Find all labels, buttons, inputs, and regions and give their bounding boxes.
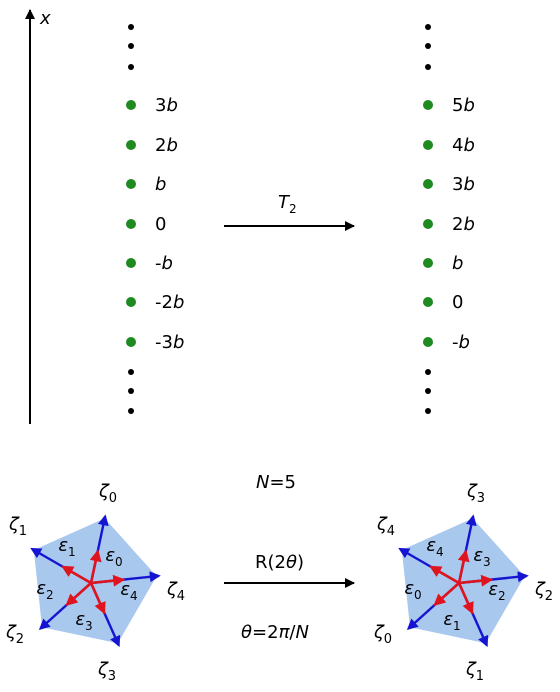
lattice-site-label: -3b [155, 332, 184, 353]
epsilon-vector-arrow [457, 549, 470, 584]
lattice-site-label: b [452, 253, 463, 274]
zeta-label: ζ3 [97, 659, 116, 684]
lattice-site-dot [126, 219, 136, 229]
lattice-site-label: -b [452, 332, 470, 353]
lattice-site-label: 4b [452, 135, 475, 156]
lattice-site-dot [423, 100, 433, 110]
lattice-site-dot [126, 100, 136, 110]
lattice-site-label: 3b [155, 95, 178, 116]
translation-arrow: T2 [224, 192, 355, 231]
right-lattice-column: 5b 4b 3b 2b b 0 -b [423, 24, 475, 414]
epsilon-vector-arrow [457, 582, 474, 615]
zeta-label: ζ4 [376, 514, 395, 539]
lattice-site-label: 5b [452, 95, 475, 116]
ellipsis-dot [425, 64, 431, 70]
lattice-site-dot [423, 219, 433, 229]
ellipsis-dot [128, 369, 134, 375]
ellipsis-dot [128, 388, 134, 394]
zeta-label: ζ2 [5, 622, 24, 647]
lattice-site-label: b [155, 174, 166, 195]
lattice-site-dot [126, 297, 136, 307]
pentagon-shape [401, 518, 525, 644]
epsilon-label: ε2 [488, 579, 505, 603]
pentagon-shape [33, 518, 157, 644]
zeta-label: ζ0 [98, 481, 117, 506]
epsilon-vector-arrow [89, 549, 102, 584]
ellipsis-dot [425, 388, 431, 394]
epsilon-vector-arrow [429, 565, 460, 585]
lattice-site-label: -2b [155, 292, 184, 313]
lattice-site-dot [423, 258, 433, 268]
ellipsis-dot [425, 24, 431, 30]
epsilon-label: ε0 [404, 578, 421, 602]
zeta-label: ζ4 [166, 579, 185, 604]
x-axis: x [25, 8, 51, 424]
epsilon-vector-arrow [61, 565, 92, 585]
rotation-arrow: R(2θ) [224, 552, 355, 588]
epsilon-label: ε1 [443, 609, 460, 633]
epsilon-vector-arrow [433, 582, 460, 607]
lattice-site-dot [126, 179, 136, 189]
lattice-site-dot [423, 337, 433, 347]
lattice-site-label: 2b [155, 135, 178, 156]
epsilon-label: ε4 [426, 535, 443, 559]
epsilon-label: ε3 [75, 609, 92, 633]
lattice-site-dot [126, 258, 136, 268]
x-axis-label: x [39, 8, 51, 29]
epsilon-vector-arrow [89, 582, 106, 615]
epsilon-label: ε4 [120, 579, 137, 603]
ellipsis-dot [425, 408, 431, 414]
left-lattice-column: 3b 2b b 0 -b -2b -3b [126, 24, 184, 414]
zeta-label: ζ3 [466, 481, 485, 506]
lattice-site-dot [126, 140, 136, 150]
epsilon-vector-arrow [458, 574, 494, 587]
epsilon-vector-arrow [65, 582, 92, 607]
translation-label: T2 [278, 192, 297, 216]
ellipsis-dot [128, 408, 134, 414]
ellipsis-dot [425, 43, 431, 49]
lattice-site-label: 3b [452, 174, 475, 195]
theta-relation: θ=2π/N [241, 622, 309, 643]
n-label: N=5 [256, 472, 296, 493]
lattice-site-label: 2b [452, 214, 475, 235]
epsilon-label: ε3 [473, 545, 490, 569]
zeta-label: ζ2 [534, 579, 553, 604]
lattice-site-dot [423, 140, 433, 150]
rotation-label: R(2θ) [255, 552, 304, 573]
lattice-site-dot [423, 297, 433, 307]
ellipsis-dot [128, 24, 134, 30]
lattice-site-dot [126, 337, 136, 347]
epsilon-label: ε1 [58, 535, 75, 559]
lattice-site-label: 0 [452, 292, 463, 313]
lattice-site-label: 0 [155, 214, 166, 235]
lattice-site-label: -b [155, 253, 173, 274]
epsilon-label: ε0 [105, 545, 122, 569]
ellipsis-dot [425, 369, 431, 375]
epsilon-label: ε2 [36, 578, 53, 602]
zeta-label: ζ0 [373, 622, 392, 647]
zeta-label: ζ1 [8, 514, 27, 539]
epsilon-vector-arrow [90, 574, 126, 587]
ellipsis-dot [128, 64, 134, 70]
zeta-label: ζ1 [465, 659, 484, 684]
lattice-site-dot [423, 179, 433, 189]
ellipsis-dot [128, 43, 134, 49]
